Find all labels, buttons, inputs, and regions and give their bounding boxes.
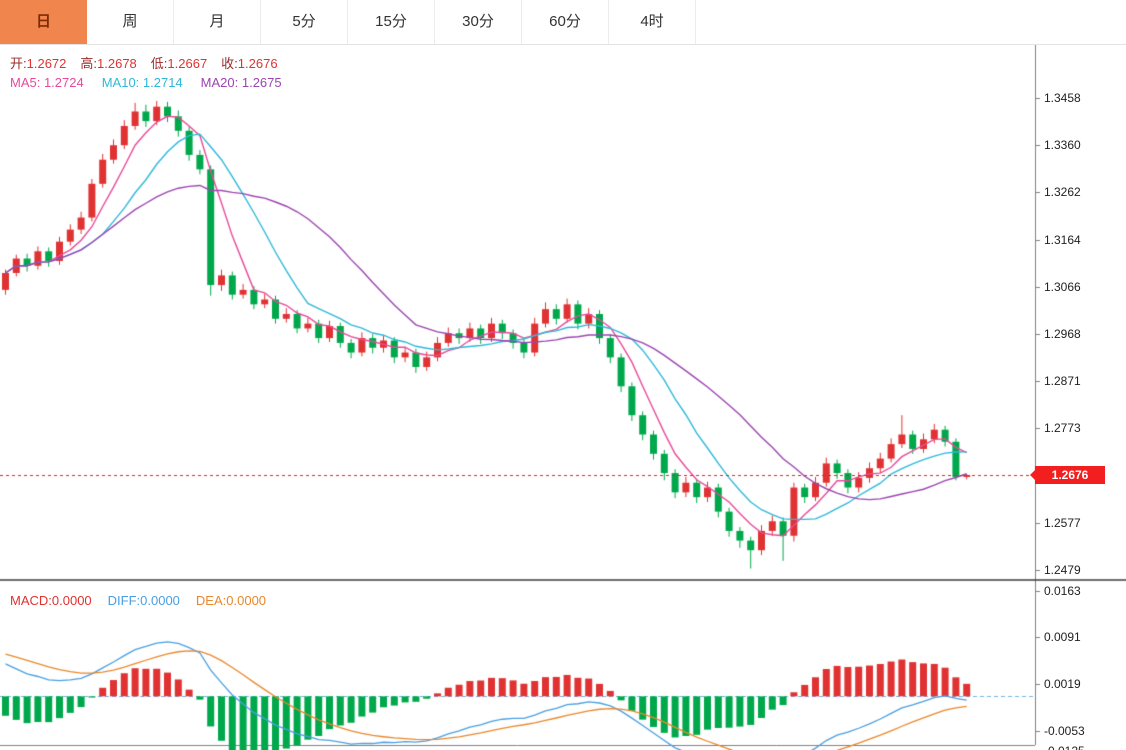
price-axis-label: 1.2871 bbox=[1044, 373, 1081, 388]
timeframe-tabbar: 日 周 月 5分 15分 30分 60分 4时 bbox=[0, 0, 1126, 45]
price-axis-label: 1.3262 bbox=[1044, 185, 1081, 200]
tab-5min[interactable]: 5分 bbox=[261, 0, 348, 44]
open-label: 开: bbox=[10, 56, 27, 71]
price-axis-label: 1.2968 bbox=[1044, 327, 1081, 342]
tab-month[interactable]: 月 bbox=[174, 0, 261, 44]
close-value: 1.2676 bbox=[237, 56, 278, 71]
price-axis-label: 1.3066 bbox=[1044, 279, 1081, 294]
chart-root: 开:1.2672 高:1.2678 低:1.2667 收:1.2676 MA5: 1.… bbox=[0, 45, 1126, 750]
diff-value: DIFF:0.0000 bbox=[107, 593, 180, 608]
macd-axis-label-clipped: -0.0125 bbox=[1044, 744, 1085, 750]
price-axis-label: 1.3360 bbox=[1044, 138, 1081, 153]
ma20-value: MA20: 1.2675 bbox=[200, 75, 282, 90]
high-value: 1.2678 bbox=[97, 56, 137, 71]
ma-readout: MA5: 1.2724 MA10: 1.2714 MA20: 1.2675 bbox=[10, 75, 282, 90]
macd-axis-label: 0.0019 bbox=[1044, 677, 1081, 691]
tab-4hour[interactable]: 4时 bbox=[609, 0, 696, 44]
macd-axis-label: 0.0091 bbox=[1044, 630, 1081, 645]
current-price-tag: 1.2676 bbox=[1030, 466, 1105, 484]
tab-30min[interactable]: 30分 bbox=[435, 0, 522, 44]
high-label: 高: bbox=[80, 56, 98, 71]
candlestick-chart-canvas[interactable] bbox=[0, 45, 1126, 750]
low-label: 低: bbox=[150, 56, 168, 71]
macd-value: MACD:0.0000 bbox=[10, 593, 92, 608]
price-axis-label: 1.3458 bbox=[1044, 91, 1081, 105]
price-axis-label: 1.2577 bbox=[1044, 515, 1081, 530]
ma5-value: MA5: 1.2724 bbox=[10, 75, 84, 90]
tab-day[interactable]: 日 bbox=[0, 0, 87, 44]
ohlc-readout: 开:1.2672 高:1.2678 低:1.2667 收:1.2676 bbox=[10, 53, 292, 72]
open-value: 1.2672 bbox=[26, 56, 67, 71]
price-axis-label: 1.2773 bbox=[1044, 421, 1081, 436]
dea-value: DEA:0.0000 bbox=[195, 593, 267, 608]
tab-week[interactable]: 周 bbox=[87, 0, 174, 44]
price-axis-label: 1.2479 bbox=[1044, 562, 1081, 577]
current-price-value: 1.2676 bbox=[1051, 468, 1089, 482]
low-value: 1.2667 bbox=[167, 56, 208, 71]
tab-60min[interactable]: 60分 bbox=[522, 0, 609, 44]
macd-readout: MACD:0.0000 DIFF:0.0000 DEA:0.0000 bbox=[10, 593, 266, 608]
macd-axis-label: 0.0163 bbox=[1044, 583, 1081, 598]
ma10-value: MA10: 1.2714 bbox=[101, 75, 183, 90]
tab-15min[interactable]: 15分 bbox=[348, 0, 435, 44]
close-label: 收: bbox=[221, 56, 238, 71]
macd-axis-label: -0.0053 bbox=[1044, 723, 1085, 738]
price-axis-label: 1.3164 bbox=[1044, 232, 1081, 247]
